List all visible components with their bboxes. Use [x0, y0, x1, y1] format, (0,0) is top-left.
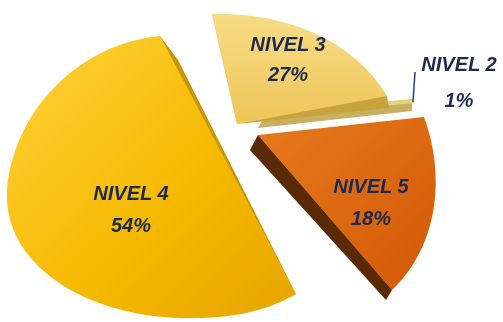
- slice-nivel-5-side: [250, 135, 392, 300]
- label-nivel-4-name: NIVEL 4: [93, 183, 168, 205]
- label-nivel-3-name: NIVEL 3: [250, 34, 325, 56]
- slice-nivel-3-top: [212, 13, 387, 125]
- slice-nivel-4-top: [6, 36, 296, 319]
- label-nivel-2-value: 1%: [445, 90, 474, 112]
- label-nivel-2-name: NIVEL 2: [421, 54, 496, 76]
- slice-nivel-3-side-front: [237, 96, 389, 124]
- slice-nivel-3: [212, 13, 389, 125]
- label-nivel-5-value: 18%: [351, 208, 391, 230]
- label-nivel-5-name: NIVEL 5: [333, 176, 409, 198]
- slice-nivel-5-top: [258, 117, 436, 290]
- label-nivel-4-value: 54%: [111, 215, 151, 237]
- slice-nivel-5: [250, 117, 436, 300]
- nivel-2-leader-line: [412, 71, 416, 103]
- slice-nivel-4: [6, 36, 296, 319]
- label-nivel-3-value: 27%: [267, 64, 308, 86]
